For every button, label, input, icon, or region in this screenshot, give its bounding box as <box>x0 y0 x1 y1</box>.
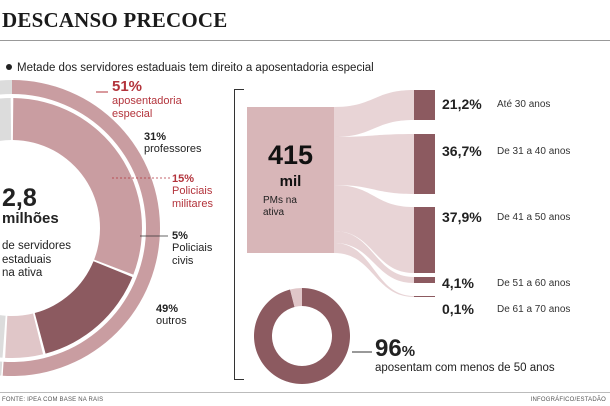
footer-source: FONTE: IPEA COM BASE NA RAIS <box>2 397 104 403</box>
age-bar <box>414 296 435 297</box>
total-unit: milhões <box>2 210 59 227</box>
summary-ring-remainder <box>290 288 302 307</box>
age-pct: 21,2% <box>442 96 482 112</box>
age-label: De 41 a 50 anos <box>497 212 571 223</box>
segment-pct: 49% <box>156 303 179 315</box>
flow-band <box>334 90 414 137</box>
segment-pct: 15% <box>172 173 195 185</box>
summary-value: 96% <box>375 335 415 363</box>
pms-label: PMs na ativa <box>263 195 297 219</box>
pms-unit: mil <box>279 173 302 190</box>
segment-label: militares <box>172 198 213 210</box>
donut-segment <box>5 313 44 358</box>
segment-label-outros: 49% outros <box>156 303 187 328</box>
subtitle: Metade dos servidores estaduais tem dire… <box>6 62 374 74</box>
flow-band <box>334 243 414 297</box>
total-value: 2,8 <box>2 184 37 212</box>
summary-ring-segment <box>254 288 350 384</box>
total-label-line3: na ativa <box>2 267 43 279</box>
special-label-line2: especial <box>112 108 153 120</box>
summary-unit: % <box>401 343 416 360</box>
age-pct: 36,7% <box>442 143 482 159</box>
age-pct: 4,1% <box>442 275 474 291</box>
age-label: De 61 a 70 anos <box>497 304 571 315</box>
age-label: Até 30 anos <box>497 99 551 110</box>
donut-segment <box>0 98 12 358</box>
segment-label: civis <box>172 255 194 267</box>
age-bar <box>414 134 435 194</box>
segment-pct: 5% <box>172 230 188 242</box>
pms-box <box>247 107 334 253</box>
total-label-line1: de servidores <box>2 240 72 252</box>
segment-label-policiais-militares: 15% Policiais militares <box>172 173 213 211</box>
title-divider <box>0 40 610 41</box>
summary-label: aposentam com menos de 50 anos <box>375 362 555 374</box>
pms-value: 415 <box>267 140 314 170</box>
subtitle-text: Metade dos servidores estaduais tem dire… <box>17 62 374 74</box>
pms-label-line2: ativa <box>263 207 285 218</box>
footer-divider <box>0 392 610 393</box>
age-bar <box>414 277 435 283</box>
donut-segment <box>34 261 133 354</box>
page-title: DESCANSO PRECOCE <box>2 8 228 32</box>
flow-band <box>334 231 414 283</box>
segment-pct: 31% <box>144 131 167 143</box>
age-bar <box>414 207 435 273</box>
segment-label-policiais-civis: 5% Policiais civis <box>172 230 212 268</box>
flow-band <box>334 134 414 194</box>
total-label: de servidores estaduais na ativa <box>2 240 71 281</box>
donut-segment <box>12 98 142 275</box>
pms-label-line1: PMs na <box>263 195 297 206</box>
footer-credit: INFOGRÁFICO/ESTADÃO <box>530 397 606 403</box>
total-label-line2: estaduais <box>2 253 52 266</box>
special-label-line1: aposentadoria <box>112 95 182 107</box>
segment-label-professores: 31% professores <box>144 131 201 156</box>
bracket <box>234 89 244 380</box>
summary-number: 96 <box>375 335 402 362</box>
segment-label: professores <box>144 143 202 155</box>
age-pct: 0,1% <box>442 301 474 317</box>
age-label: De 51 a 60 anos <box>497 278 571 289</box>
segment-label: Policiais <box>172 242 213 254</box>
special-pct: 51% <box>112 78 143 95</box>
bullet-icon <box>6 64 12 70</box>
age-bar <box>414 90 435 120</box>
age-pct: 37,9% <box>442 209 482 225</box>
flow-band <box>334 185 414 273</box>
segment-label: outros <box>156 315 187 327</box>
segment-label: Policiais <box>172 185 213 197</box>
age-label: De 31 a 40 anos <box>497 146 571 157</box>
special-group-label: 51% aposentadoria especial <box>112 78 182 121</box>
